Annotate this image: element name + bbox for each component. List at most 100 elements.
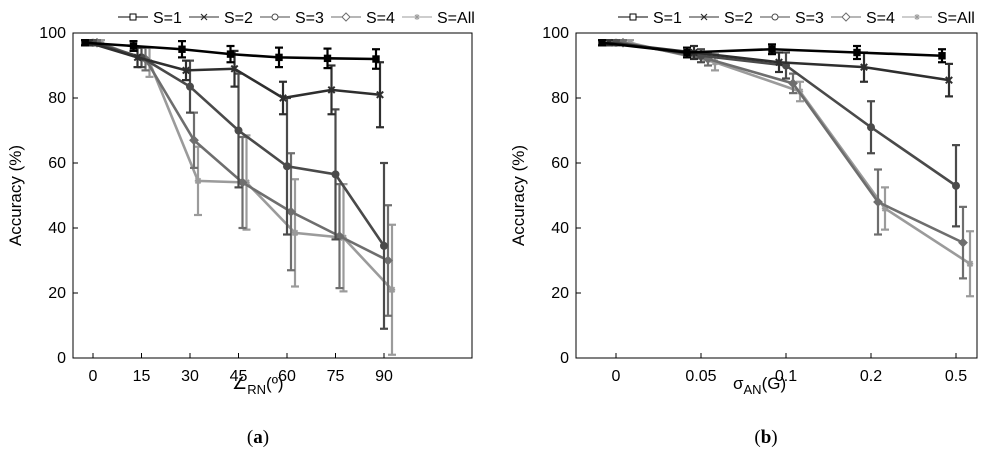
data-point (331, 170, 340, 179)
legend-item: S=All (402, 10, 475, 27)
legend-label: S=1 (153, 10, 182, 27)
legend-label: S=3 (295, 10, 324, 27)
legend-label: S=All (937, 10, 975, 27)
y-tick-label: 20 (551, 285, 569, 302)
legend-marker (341, 12, 351, 22)
legend-label: S=4 (366, 10, 395, 27)
plot-area (575, 32, 978, 359)
data-point (626, 39, 634, 46)
chart-panel-b: 0 20 40 60 80 100 0 0.05 0.1 0.2 0.5 Accuracy (%) σA… (509, 10, 978, 448)
y-tick-label: 0 (57, 350, 66, 367)
x-tick-label: 0 (612, 368, 621, 385)
data-point (775, 58, 783, 67)
data-point (388, 286, 396, 293)
series-s4 (92, 37, 393, 317)
legend-item: S=2 (689, 10, 753, 27)
legend-marker (271, 13, 279, 21)
data-point (768, 45, 776, 53)
data-point (958, 237, 968, 248)
data-point (867, 123, 875, 132)
data-point (945, 76, 953, 85)
x-tick-label: 60 (278, 368, 296, 385)
data-point (683, 48, 691, 57)
data-point (189, 135, 199, 146)
y-tick-label: 80 (551, 90, 569, 107)
data-point (383, 255, 393, 266)
data-point (327, 85, 336, 94)
x-tick-label: 45 (230, 368, 248, 385)
legend: S=1 S=2 S=3 S=4 S=All (118, 10, 475, 27)
data-point (178, 45, 186, 53)
legend-marker (629, 13, 637, 21)
x-axis-label: ∠RN(º) (232, 374, 284, 397)
data-point (133, 53, 142, 62)
legend-marker (414, 14, 420, 20)
data-point (380, 241, 388, 250)
series-s1 (81, 39, 380, 70)
data-point (275, 53, 283, 62)
legend-marker (771, 13, 779, 21)
legend-item: S=3 (260, 10, 324, 27)
data-point (194, 177, 202, 185)
y-tick-label: 40 (48, 220, 66, 237)
y-axis-label: Accuracy (%) (509, 145, 528, 246)
x-tick-label: 75 (327, 368, 345, 385)
data-point (291, 229, 299, 237)
series-s3 (612, 38, 960, 228)
y-tick-label: 60 (551, 155, 569, 172)
data-point (81, 39, 89, 47)
y-tick-label: 100 (542, 25, 569, 42)
y-tick-label: 40 (551, 220, 569, 237)
data-point (873, 197, 883, 207)
data-point (234, 126, 243, 135)
x-tick-label: 15 (133, 368, 151, 385)
x-tick-label: 90 (375, 368, 393, 385)
data-point (182, 66, 190, 75)
data-point (186, 82, 194, 91)
data-point (952, 181, 960, 190)
legend-item: S=All (902, 10, 975, 27)
legend-label: S=2 (224, 10, 253, 27)
panel-label: (a) (247, 427, 269, 448)
legend-label: S=1 (653, 10, 682, 27)
x-tick-label: 0.5 (945, 368, 967, 385)
data-point (283, 162, 291, 171)
data-point (881, 205, 889, 212)
series-sall (626, 39, 974, 298)
legend-label: S=3 (795, 10, 824, 27)
x-tick-label: 30 (181, 368, 199, 385)
data-point (853, 48, 861, 57)
data-point (860, 63, 868, 72)
y-tick-label: 20 (48, 285, 66, 302)
series-s2 (85, 38, 384, 129)
legend-item: S=4 (831, 10, 895, 27)
legend-label: S=All (437, 10, 475, 27)
legend-label: S=2 (724, 10, 753, 27)
data-point (129, 42, 138, 50)
data-point (279, 94, 287, 102)
y-tick-label: 60 (48, 155, 66, 172)
legend-marker (200, 13, 208, 21)
legend-label: S=4 (866, 10, 895, 27)
x-tick-label: 0.1 (775, 368, 797, 385)
data-point (323, 54, 332, 63)
panel-label: (b) (754, 427, 777, 448)
legend-item: S=2 (189, 10, 253, 27)
legend-marker (129, 13, 137, 21)
data-point (230, 64, 239, 73)
data-point (372, 55, 380, 63)
legend-marker (914, 14, 920, 20)
y-tick-label: 80 (48, 90, 66, 107)
y-tick-label: 0 (560, 350, 569, 367)
legend-marker (700, 13, 708, 21)
data-point (598, 39, 606, 47)
y-axis-label: Accuracy (%) (6, 145, 25, 246)
x-axis-label: σAN(G) (733, 374, 786, 397)
plot-area (72, 32, 473, 359)
y-tick-label: 100 (39, 25, 66, 42)
data-point (376, 90, 384, 99)
x-tick-label: 0.2 (860, 368, 882, 385)
data-point (788, 78, 798, 89)
x-tick-label: 0.05 (685, 368, 716, 385)
